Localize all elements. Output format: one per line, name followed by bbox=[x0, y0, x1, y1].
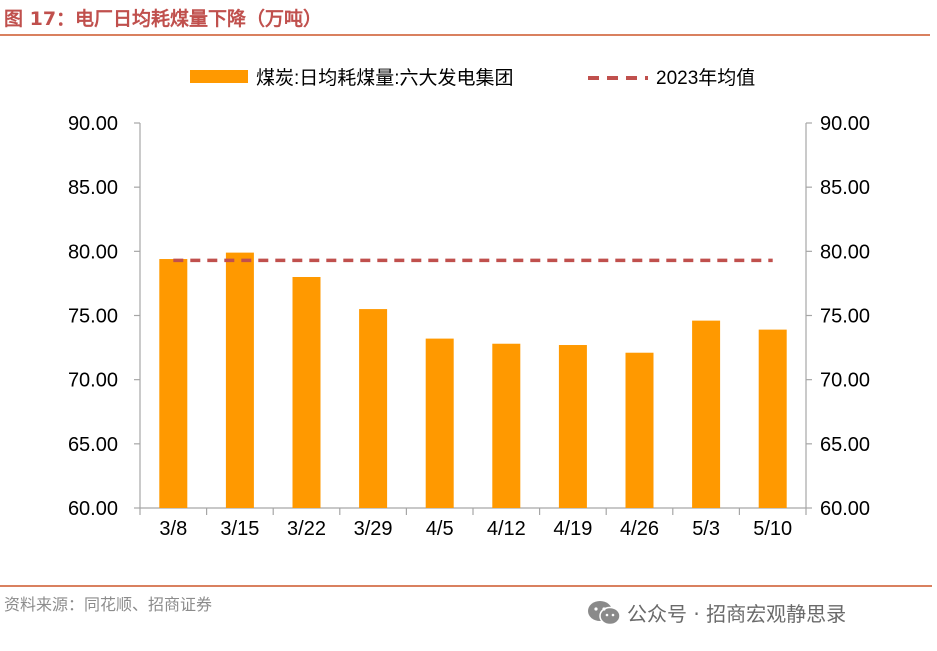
legend: 煤炭:日均耗煤量:六大发电集团 2023年均值 bbox=[190, 67, 755, 89]
x-tick-label: 4/12 bbox=[487, 518, 526, 540]
y-tick-label: 65.00 bbox=[68, 434, 118, 456]
y-axis-labels: 60.00 65.00 70.00 75.00 80.00 85.00 90.00 bbox=[68, 113, 118, 520]
y2-tick-label: 80.00 bbox=[820, 241, 870, 263]
x-tick-label: 4/5 bbox=[426, 518, 454, 540]
source-note: 资料来源：同花顺、招商证券 bbox=[4, 595, 213, 614]
bar bbox=[292, 277, 321, 508]
watermark-text: 公众号 · 招商宏观静思录 bbox=[627, 602, 847, 626]
x-tick-label: 3/29 bbox=[354, 518, 393, 540]
chart-canvas: 煤炭:日均耗煤量:六大发电集团 2023年均值 3/8 3/15 3/22 3/29 4… bbox=[68, 67, 870, 540]
x-axis-labels: 3/8 3/15 3/22 3/29 4/5 4/12 4/19 4/26 5/3 5/10 bbox=[159, 518, 792, 540]
x-tick-label: 5/10 bbox=[753, 518, 792, 540]
bar bbox=[625, 352, 654, 508]
title-divider bbox=[0, 34, 930, 36]
x-tick-label: 3/8 bbox=[159, 518, 187, 540]
watermark: 公众号 · 招商宏观静思录 bbox=[587, 598, 846, 627]
y-tick-label: 75.00 bbox=[68, 306, 118, 328]
y-tick-label: 70.00 bbox=[68, 370, 118, 392]
bar bbox=[558, 345, 587, 508]
y2-tick-label: 70.00 bbox=[820, 370, 870, 392]
y-tick-label: 80.00 bbox=[68, 241, 118, 263]
x-tick-label: 4/26 bbox=[620, 518, 659, 540]
y2-tick-label: 85.00 bbox=[820, 177, 870, 199]
y-tick-label: 90.00 bbox=[68, 113, 118, 135]
bar bbox=[492, 343, 521, 508]
y-tick-label: 60.00 bbox=[68, 498, 118, 520]
y-tick-label: 85.00 bbox=[68, 177, 118, 199]
y2-tick-label: 65.00 bbox=[820, 434, 870, 456]
x-tick-label: 5/3 bbox=[692, 518, 720, 540]
legend-bar-label: 煤炭:日均耗煤量:六大发电集团 bbox=[256, 67, 514, 89]
y2-tick-label: 75.00 bbox=[820, 306, 870, 328]
source-divider bbox=[0, 585, 932, 587]
bar bbox=[425, 338, 454, 508]
legend-bar-swatch bbox=[190, 70, 248, 83]
legend-avg-label: 2023年均值 bbox=[656, 67, 755, 89]
y2-tick-label: 60.00 bbox=[820, 498, 870, 520]
x-tick-label: 4/19 bbox=[553, 518, 592, 540]
x-tick-label: 3/15 bbox=[220, 518, 259, 540]
bar bbox=[225, 252, 254, 508]
bar bbox=[159, 259, 188, 508]
y2-tick-label: 90.00 bbox=[820, 113, 870, 135]
bar-series bbox=[159, 252, 787, 508]
bar bbox=[692, 320, 721, 508]
x-tick-label: 3/22 bbox=[287, 518, 326, 540]
y2-axis-labels: 60.00 65.00 70.00 75.00 80.00 85.00 90.00 bbox=[820, 113, 870, 520]
figure-title: 图 17：电厂日均耗煤量下降（万吨） bbox=[4, 8, 323, 30]
wechat-icon bbox=[588, 600, 621, 625]
bar bbox=[758, 329, 787, 508]
bar bbox=[359, 309, 388, 508]
